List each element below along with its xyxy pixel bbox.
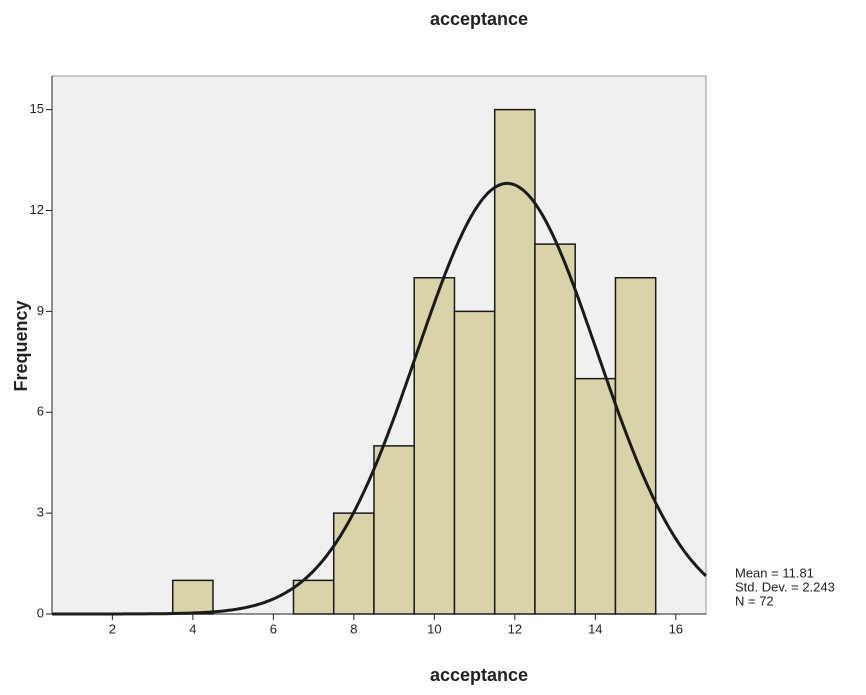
x-tick-label: 10 (427, 621, 441, 636)
chart-title: acceptance (430, 9, 528, 29)
y-tick-label: 9 (37, 303, 44, 318)
stats-label: Mean = 11.81 (735, 565, 814, 580)
bar (574, 377, 617, 615)
bar (534, 243, 576, 615)
bar (453, 310, 496, 615)
stats-label: Std. Dev. = 2.243 (735, 579, 835, 594)
y-tick-label: 12 (30, 202, 44, 217)
x-tick-label: 6 (270, 621, 277, 636)
y-tick-label: 15 (30, 101, 44, 116)
bar (413, 277, 456, 615)
x-axis-label: acceptance (430, 665, 528, 685)
stats-label: N = 72 (735, 593, 774, 608)
x-tick-label: 16 (669, 621, 683, 636)
y-tick-label: 0 (37, 605, 44, 620)
bar (614, 277, 657, 615)
y-tick-label: 3 (37, 505, 44, 520)
y-axis-label: Frequency (11, 300, 31, 391)
bar (332, 512, 375, 615)
x-tick-label: 4 (189, 621, 196, 636)
x-tick-label: 8 (350, 621, 357, 636)
bar (373, 445, 415, 615)
x-tick-label: 2 (109, 621, 116, 636)
bar (171, 579, 214, 615)
y-tick-label: 6 (37, 404, 44, 419)
bar (292, 579, 335, 615)
x-tick-label: 14 (588, 621, 602, 636)
x-tick-label: 12 (508, 621, 522, 636)
